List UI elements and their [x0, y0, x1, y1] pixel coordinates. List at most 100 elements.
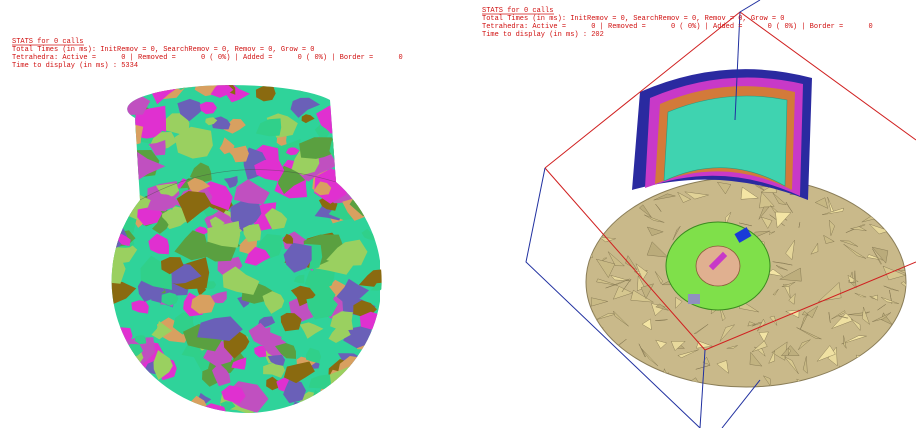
- facet: [810, 242, 819, 255]
- facet: [607, 251, 625, 267]
- patch: [291, 408, 307, 413]
- facet: [758, 331, 769, 343]
- patch: [142, 388, 182, 413]
- patch: [161, 257, 184, 275]
- patch: [221, 385, 246, 404]
- facet: [808, 379, 823, 381]
- left-stats: STATS for 0 calls Total Times (in ms): I…: [12, 38, 403, 70]
- facet: [854, 292, 867, 298]
- facet: [619, 195, 632, 204]
- facet: [646, 226, 664, 236]
- patch: [111, 254, 126, 284]
- patch: [299, 137, 340, 159]
- stats-line: Time to display (in ms) : 202: [482, 31, 604, 39]
- facet: [695, 365, 711, 370]
- patch: [267, 354, 286, 366]
- patch: [336, 278, 369, 306]
- facet: [841, 179, 856, 193]
- facet: [838, 365, 853, 376]
- patch: [79, 214, 94, 228]
- patch: [222, 266, 260, 295]
- patch: [354, 97, 370, 107]
- patch: [191, 294, 215, 314]
- patch: [362, 201, 382, 220]
- facet: [726, 345, 738, 349]
- facet: [841, 335, 867, 345]
- facet: [599, 362, 616, 371]
- patch: [333, 72, 343, 80]
- patch: [217, 66, 246, 84]
- facet: [670, 341, 686, 351]
- facet: [617, 198, 632, 207]
- patch: [120, 171, 135, 178]
- patch: [111, 132, 126, 151]
- facet: [817, 281, 842, 302]
- facet: [788, 292, 796, 305]
- patch: [244, 246, 271, 266]
- facet: [823, 234, 835, 244]
- facet: [641, 318, 652, 331]
- patch: [80, 228, 98, 244]
- facet: [594, 354, 617, 365]
- facet: [586, 344, 596, 353]
- patch: [77, 147, 107, 162]
- facet: [672, 225, 681, 241]
- patch: [111, 85, 151, 115]
- facet: [587, 197, 597, 213]
- patch: [199, 101, 217, 115]
- stats-line: Total Times (in ms): InitRemov = 0, Sear…: [482, 15, 784, 23]
- patch: [343, 323, 372, 349]
- facet: [716, 181, 732, 195]
- facet: [590, 297, 608, 307]
- facet: [843, 335, 847, 349]
- patch: [94, 90, 109, 107]
- facet: [613, 310, 629, 327]
- patch: [262, 291, 285, 314]
- patch: [351, 170, 379, 194]
- facet: [870, 294, 878, 301]
- patch: [162, 209, 190, 230]
- patch: [111, 403, 138, 413]
- facet: [785, 201, 793, 213]
- facet: [696, 340, 713, 349]
- patch: [174, 230, 210, 261]
- facet: [654, 271, 663, 285]
- facet: [586, 245, 593, 259]
- patch: [121, 402, 147, 413]
- patch: [111, 105, 117, 131]
- facet: [850, 318, 861, 332]
- facet: [586, 370, 600, 373]
- facet: [796, 378, 816, 387]
- stats-line: Tetrahedra: Active = 0 | Removed = 0 ( 0…: [482, 23, 873, 31]
- patch: [95, 141, 110, 155]
- patch: [146, 193, 172, 212]
- facet: [612, 182, 632, 201]
- patch: [359, 311, 382, 330]
- facet: [880, 346, 891, 352]
- patch: [129, 389, 150, 407]
- facet: [639, 204, 652, 218]
- patch: [111, 134, 130, 166]
- patch: [96, 238, 108, 245]
- facet: [586, 210, 595, 225]
- patch: [111, 204, 115, 228]
- patch: [124, 148, 140, 159]
- facet: [863, 190, 880, 203]
- facet: [869, 223, 890, 235]
- facet: [596, 278, 618, 286]
- patch: [159, 113, 190, 137]
- patch: [223, 176, 238, 189]
- patch: [255, 118, 282, 137]
- patch: [80, 147, 96, 160]
- patch: [79, 271, 96, 286]
- patch: [223, 118, 246, 134]
- facet: [798, 339, 811, 350]
- patch: [111, 116, 118, 130]
- facet: [597, 353, 613, 373]
- facet: [863, 373, 887, 387]
- patch: [176, 191, 212, 224]
- facet: [595, 258, 616, 279]
- facet: [621, 278, 632, 293]
- patch: [301, 114, 315, 124]
- patch: [342, 85, 354, 87]
